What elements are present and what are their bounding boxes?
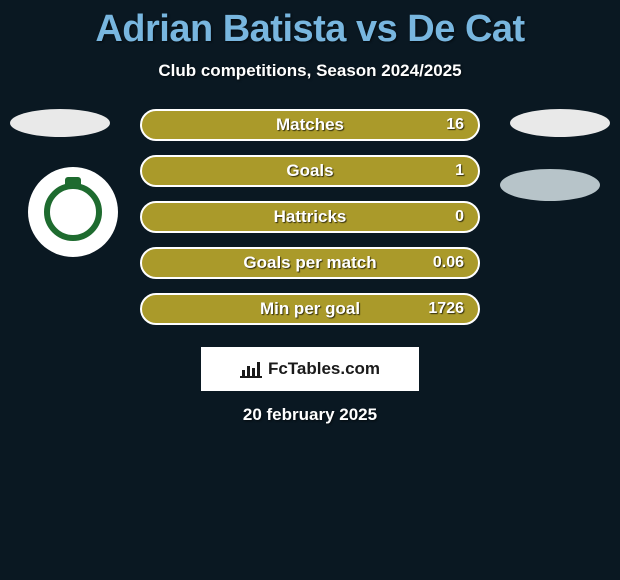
stat-row: Goals per match 0.06: [140, 247, 480, 279]
brand-badge: FcTables.com: [201, 347, 419, 391]
stat-value: 0.06: [433, 254, 464, 272]
club-crest-right-placeholder: [500, 169, 600, 201]
footer-date: 20 february 2025: [0, 405, 620, 425]
crest-ring-icon: [44, 183, 102, 241]
chart-icon: [240, 360, 262, 378]
stat-value: 1726: [428, 300, 464, 318]
stat-value: 1: [455, 162, 464, 180]
stat-row: Matches 16: [140, 109, 480, 141]
stat-label: Goals: [286, 161, 333, 181]
stat-label: Min per goal: [260, 299, 360, 319]
page-title: Adrian Batista vs De Cat: [0, 8, 620, 51]
stat-label: Hattricks: [274, 207, 347, 227]
stat-value: 0: [455, 208, 464, 226]
stat-label: Goals per match: [243, 253, 376, 273]
root: Adrian Batista vs De Cat Club competitio…: [0, 0, 620, 425]
stats-list: Matches 16 Goals 1 Hattricks 0 Goals per…: [140, 109, 480, 325]
stat-label: Matches: [276, 115, 344, 135]
content-area: Matches 16 Goals 1 Hattricks 0 Goals per…: [0, 109, 620, 425]
brand-text: FcTables.com: [268, 359, 380, 379]
player-placeholder-right: [510, 109, 610, 137]
stat-value: 16: [446, 116, 464, 134]
stat-row: Goals 1: [140, 155, 480, 187]
stat-row: Hattricks 0: [140, 201, 480, 233]
subtitle: Club competitions, Season 2024/2025: [0, 61, 620, 81]
club-crest-left: [28, 167, 118, 257]
stat-row: Min per goal 1726: [140, 293, 480, 325]
player-placeholder-left: [10, 109, 110, 137]
